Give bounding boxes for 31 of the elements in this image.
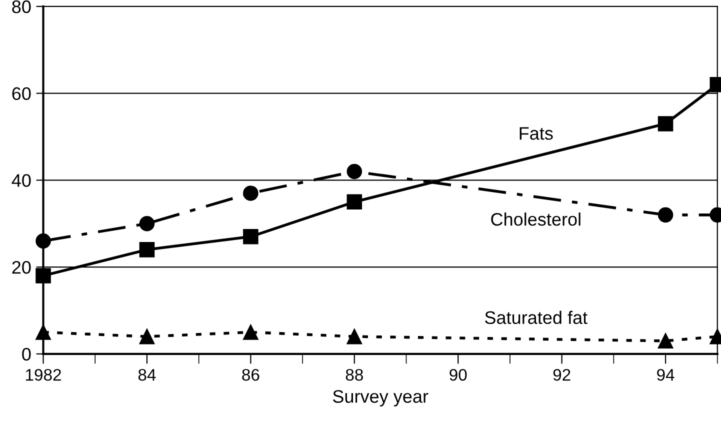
y-tick-label: 60 xyxy=(12,87,31,100)
y-tick-label: 80 xyxy=(12,0,31,14)
point xyxy=(139,216,155,232)
point xyxy=(243,229,258,244)
x-tick-label: 94 xyxy=(657,368,674,381)
y-tick-label: 40 xyxy=(12,174,31,187)
x-tick-label: 88 xyxy=(346,368,363,381)
y-tick-label: 20 xyxy=(12,260,31,274)
point xyxy=(36,233,51,249)
point xyxy=(658,207,674,223)
point xyxy=(139,328,155,344)
point xyxy=(346,194,362,210)
y-tick-label: 0 xyxy=(22,348,31,361)
series-label: Saturated fat xyxy=(485,310,588,324)
series-label: Fats xyxy=(520,127,553,140)
point xyxy=(36,324,51,340)
point xyxy=(243,186,258,201)
x-tick-label: 92 xyxy=(553,368,570,381)
series-label: Cholesterol xyxy=(491,212,580,226)
x-tick-label: 84 xyxy=(138,368,156,381)
point xyxy=(243,324,258,340)
point xyxy=(658,116,674,132)
x-tick-label: 86 xyxy=(242,368,260,381)
point xyxy=(346,328,362,344)
point xyxy=(346,164,362,180)
point xyxy=(139,242,155,258)
x-axis-title: Survey year xyxy=(332,390,428,406)
point xyxy=(658,333,674,349)
point xyxy=(36,268,51,284)
x-tick-label: 90 xyxy=(450,368,467,381)
x-tick-label: 1982 xyxy=(26,368,61,381)
